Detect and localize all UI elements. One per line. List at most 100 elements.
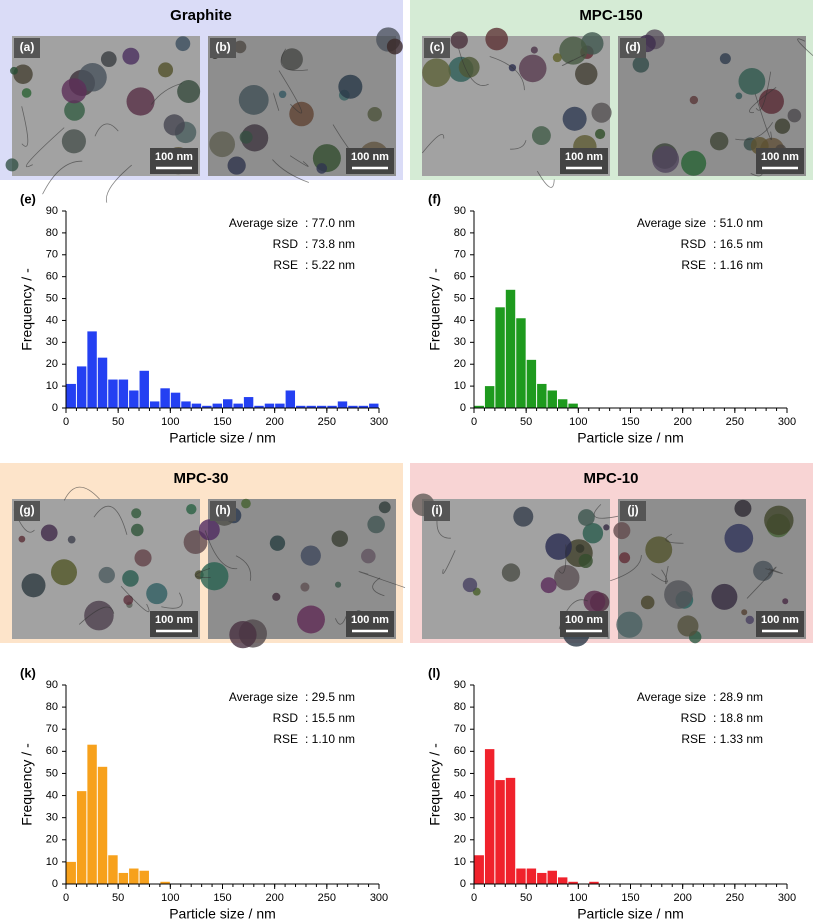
- image-label: (g): [19, 503, 34, 517]
- bar: [358, 405, 369, 408]
- image-label: (i): [431, 503, 442, 517]
- particle: [209, 131, 236, 158]
- image-label-box: [424, 38, 450, 58]
- particle: [10, 66, 18, 75]
- y-axis-title: Frequency / -: [19, 743, 35, 826]
- particle: [272, 592, 281, 601]
- particle: [591, 102, 612, 123]
- annotation-value: : 15.5 nm: [305, 711, 355, 725]
- annotation-value: : 29.5 nm: [305, 690, 355, 704]
- texture: [442, 550, 456, 574]
- bar: [484, 386, 495, 408]
- x-axis-title: Particle size / nm: [169, 906, 276, 922]
- x-tick-label: 150: [213, 416, 231, 428]
- annotation-label: Average size: [637, 216, 706, 230]
- particle: [289, 101, 314, 127]
- y-tick-label: 90: [46, 679, 58, 691]
- y-tick-label: 60: [46, 745, 58, 757]
- y-tick-label: 90: [454, 679, 466, 691]
- y-tick-label: 60: [454, 271, 466, 283]
- particle: [67, 535, 76, 544]
- x-tick-label: 100: [569, 416, 587, 428]
- bar: [243, 397, 254, 408]
- particle: [764, 505, 794, 536]
- y-tick-label: 60: [454, 745, 466, 757]
- annotation-value: : 73.8 nm: [305, 237, 355, 251]
- bar: [212, 403, 222, 408]
- texture: [797, 38, 813, 57]
- y-tick-label: 10: [46, 380, 58, 392]
- particle: [122, 47, 140, 65]
- bar: [97, 766, 108, 884]
- x-tick-label: 50: [520, 892, 532, 904]
- particle: [21, 573, 46, 598]
- particle: [758, 88, 784, 114]
- image-label: (c): [430, 40, 445, 54]
- bar: [369, 403, 379, 408]
- y-tick-label: 20: [46, 834, 58, 846]
- panel-title: MPC-10: [583, 470, 638, 487]
- scale-bar-box: [560, 148, 608, 174]
- scale-bar-box: [346, 611, 394, 637]
- y-tick-label: 30: [46, 812, 58, 824]
- particle: [485, 27, 509, 51]
- x-tick-label: 250: [726, 892, 744, 904]
- particle: [681, 150, 707, 176]
- image-label-box: [14, 38, 40, 58]
- particle: [741, 609, 748, 616]
- texture: [63, 486, 100, 501]
- particle: [61, 78, 87, 104]
- y-axis-title: Frequency / -: [19, 268, 35, 351]
- bar: [66, 383, 76, 408]
- particle: [5, 158, 19, 172]
- particle: [735, 92, 743, 100]
- panel-title: MPC-30: [173, 470, 228, 487]
- particle: [545, 533, 572, 560]
- bar: [160, 388, 170, 408]
- texture: [25, 127, 65, 168]
- texture: [372, 577, 385, 597]
- particle: [50, 559, 78, 586]
- y-tick-label: 40: [46, 314, 58, 326]
- x-tick-label: 100: [161, 892, 179, 904]
- y-tick-label: 40: [46, 789, 58, 801]
- scale-bar-label: 100 nm: [351, 151, 389, 163]
- particle: [200, 562, 229, 591]
- annotation-value: : 28.9 nm: [713, 690, 763, 704]
- bar: [108, 379, 118, 408]
- y-tick-label: 50: [454, 767, 466, 779]
- texture: [558, 544, 567, 574]
- texture: [509, 140, 527, 150]
- scale-bar-label: 100 nm: [565, 151, 603, 163]
- particle: [158, 62, 174, 78]
- image-label: (h): [215, 503, 230, 517]
- bar: [160, 881, 170, 884]
- bar: [108, 855, 118, 884]
- annotation-label: RSD: [273, 237, 299, 251]
- bar: [589, 881, 599, 884]
- particle: [367, 515, 385, 534]
- x-tick-label: 150: [621, 892, 639, 904]
- bar: [97, 357, 108, 408]
- y-tick-label: 80: [46, 227, 58, 239]
- texture: [195, 567, 211, 578]
- annotation-value: : 51.0 nm: [713, 216, 763, 230]
- texture: [21, 106, 29, 147]
- particle: [782, 598, 789, 605]
- y-tick-label: 70: [454, 723, 466, 735]
- particle: [664, 580, 693, 609]
- annotation-value: : 1.16 nm: [713, 258, 763, 272]
- bar: [495, 780, 505, 884]
- x-tick-label: 50: [112, 892, 124, 904]
- bar: [348, 405, 358, 408]
- x-tick-label: 200: [673, 892, 691, 904]
- y-tick-label: 20: [454, 358, 466, 370]
- particle: [122, 570, 139, 587]
- particle: [233, 40, 247, 54]
- particle: [367, 107, 382, 122]
- y-tick-label: 10: [46, 856, 58, 868]
- particle: [331, 530, 349, 547]
- particle: [269, 535, 286, 551]
- particle: [616, 611, 643, 638]
